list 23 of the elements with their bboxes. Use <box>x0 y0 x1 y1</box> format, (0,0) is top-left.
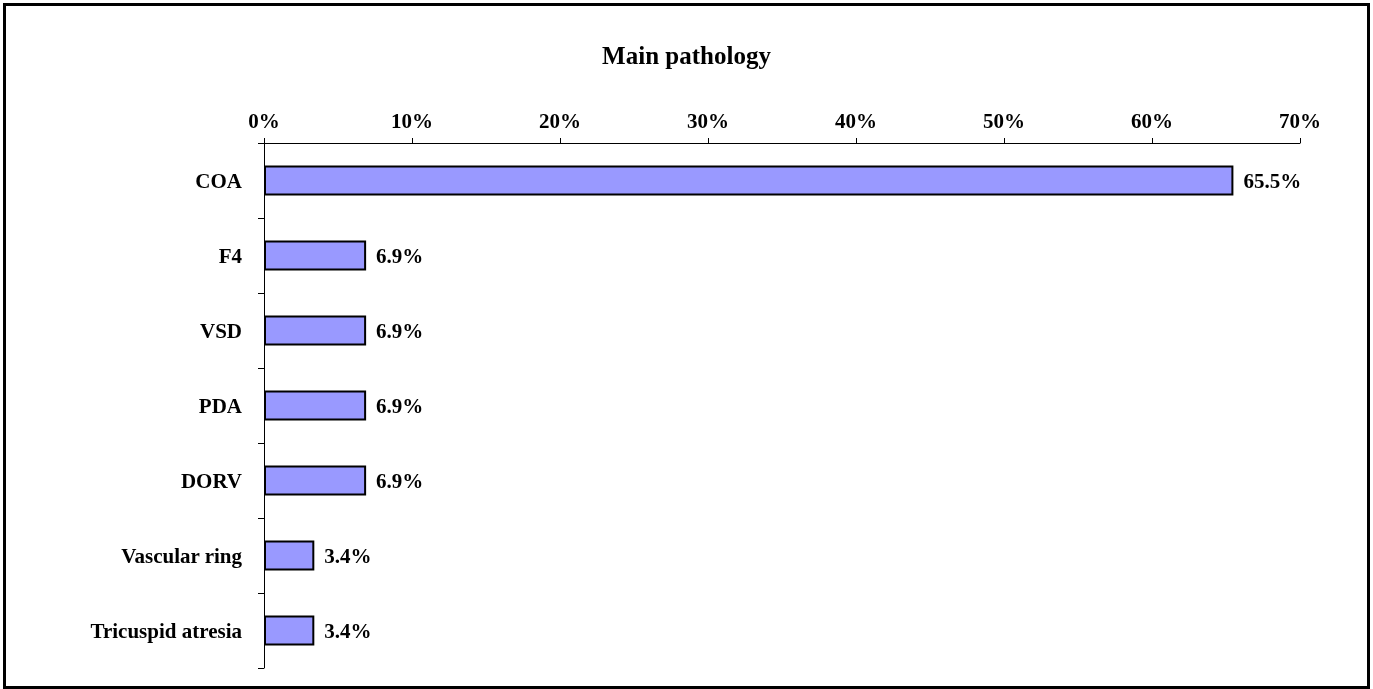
data-label: 3.4% <box>324 618 372 643</box>
data-label: 6.9% <box>376 393 424 418</box>
x-tick-label: 0% <box>248 108 280 133</box>
x-tick-label: 40% <box>835 108 877 133</box>
y-tick-label: Vascular ring <box>121 543 243 568</box>
data-label: 3.4% <box>324 543 372 568</box>
y-tick-label: VSD <box>199 318 242 343</box>
x-tick-label: 20% <box>539 108 581 133</box>
x-tick-label: 10% <box>391 108 433 133</box>
y-tick-label: Tricuspid atresia <box>90 618 243 643</box>
data-label: 65.5% <box>1243 168 1302 193</box>
data-label: 6.9% <box>376 468 424 493</box>
data-label: 6.9% <box>376 243 424 268</box>
x-tick-label: 30% <box>687 108 729 133</box>
x-tick-label: 60% <box>1131 108 1173 133</box>
y-tick-label: COA <box>195 168 243 193</box>
y-tick-label: PDA <box>198 393 243 418</box>
data-label: 6.9% <box>376 318 424 343</box>
y-tick-label: DORV <box>180 468 242 493</box>
x-tick-label: 50% <box>983 108 1025 133</box>
chart-title: Main pathology <box>602 42 772 69</box>
x-tick-label: 70% <box>1279 108 1321 133</box>
y-tick-label: F4 <box>218 243 243 268</box>
